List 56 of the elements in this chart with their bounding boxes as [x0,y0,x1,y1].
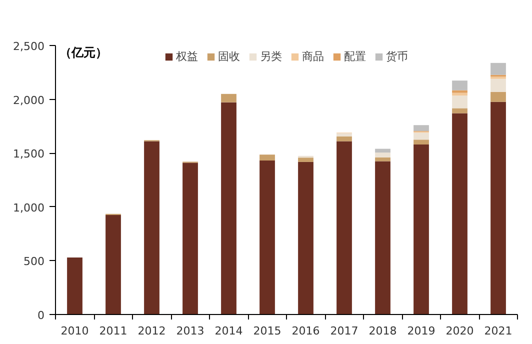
bar [182,162,198,314]
x-tick-label: 2014 [214,324,243,338]
bar [67,257,82,314]
bar [375,148,390,153]
bar [375,161,390,314]
bar [260,160,275,314]
legend-label: 另类 [260,49,282,64]
y-tick-label: 500 [24,255,45,268]
bar [298,162,314,314]
y-tick-label: 0 [38,309,44,322]
legend-label: 固收 [218,49,240,64]
bar [298,158,314,162]
legend-label: 货币 [386,49,408,64]
bar [452,80,468,90]
bar [452,113,468,314]
x-tick-label: 2019 [407,324,436,338]
y-axis-title: （亿元） [59,46,108,60]
x-tick-label: 2016 [292,324,320,338]
x-tick-label: 2020 [446,324,474,338]
bar [414,140,429,144]
x-tick-label: 2017 [330,324,358,338]
x-tick-label: 2021 [484,324,512,338]
x-tick-label: 2011 [99,324,128,338]
bar [375,152,390,158]
bar [490,92,506,102]
legend-label: 权益 [176,49,198,64]
x-tick-label: 2015 [253,324,282,338]
bar [414,132,429,140]
legend-label: 商品 [302,49,324,64]
x-tick-label: 2012 [138,324,166,338]
bar [144,141,160,314]
bar [452,92,468,96]
bar [452,90,468,93]
bar [452,108,468,114]
bar [336,133,352,136]
bar [490,102,506,314]
bar [490,78,506,92]
y-tick-label: 1,500 [13,148,45,161]
bar [375,158,390,162]
bar [452,96,468,108]
x-tick-label: 2018 [368,324,397,338]
legend-label: 配置 [344,49,366,64]
bar [414,144,429,314]
bar [221,102,236,314]
y-tick-label: 1,000 [13,201,45,214]
bar [106,214,121,314]
bar [336,136,352,142]
bar [260,154,275,161]
bar [414,125,429,132]
x-tick-label: 2010 [60,324,89,338]
bar [221,94,236,102]
bar [490,62,506,75]
bar [336,141,352,314]
y-tick-label: 2,500 [13,40,45,53]
y-tick-label: 2,000 [13,94,45,107]
x-tick-label: 2013 [176,324,204,338]
